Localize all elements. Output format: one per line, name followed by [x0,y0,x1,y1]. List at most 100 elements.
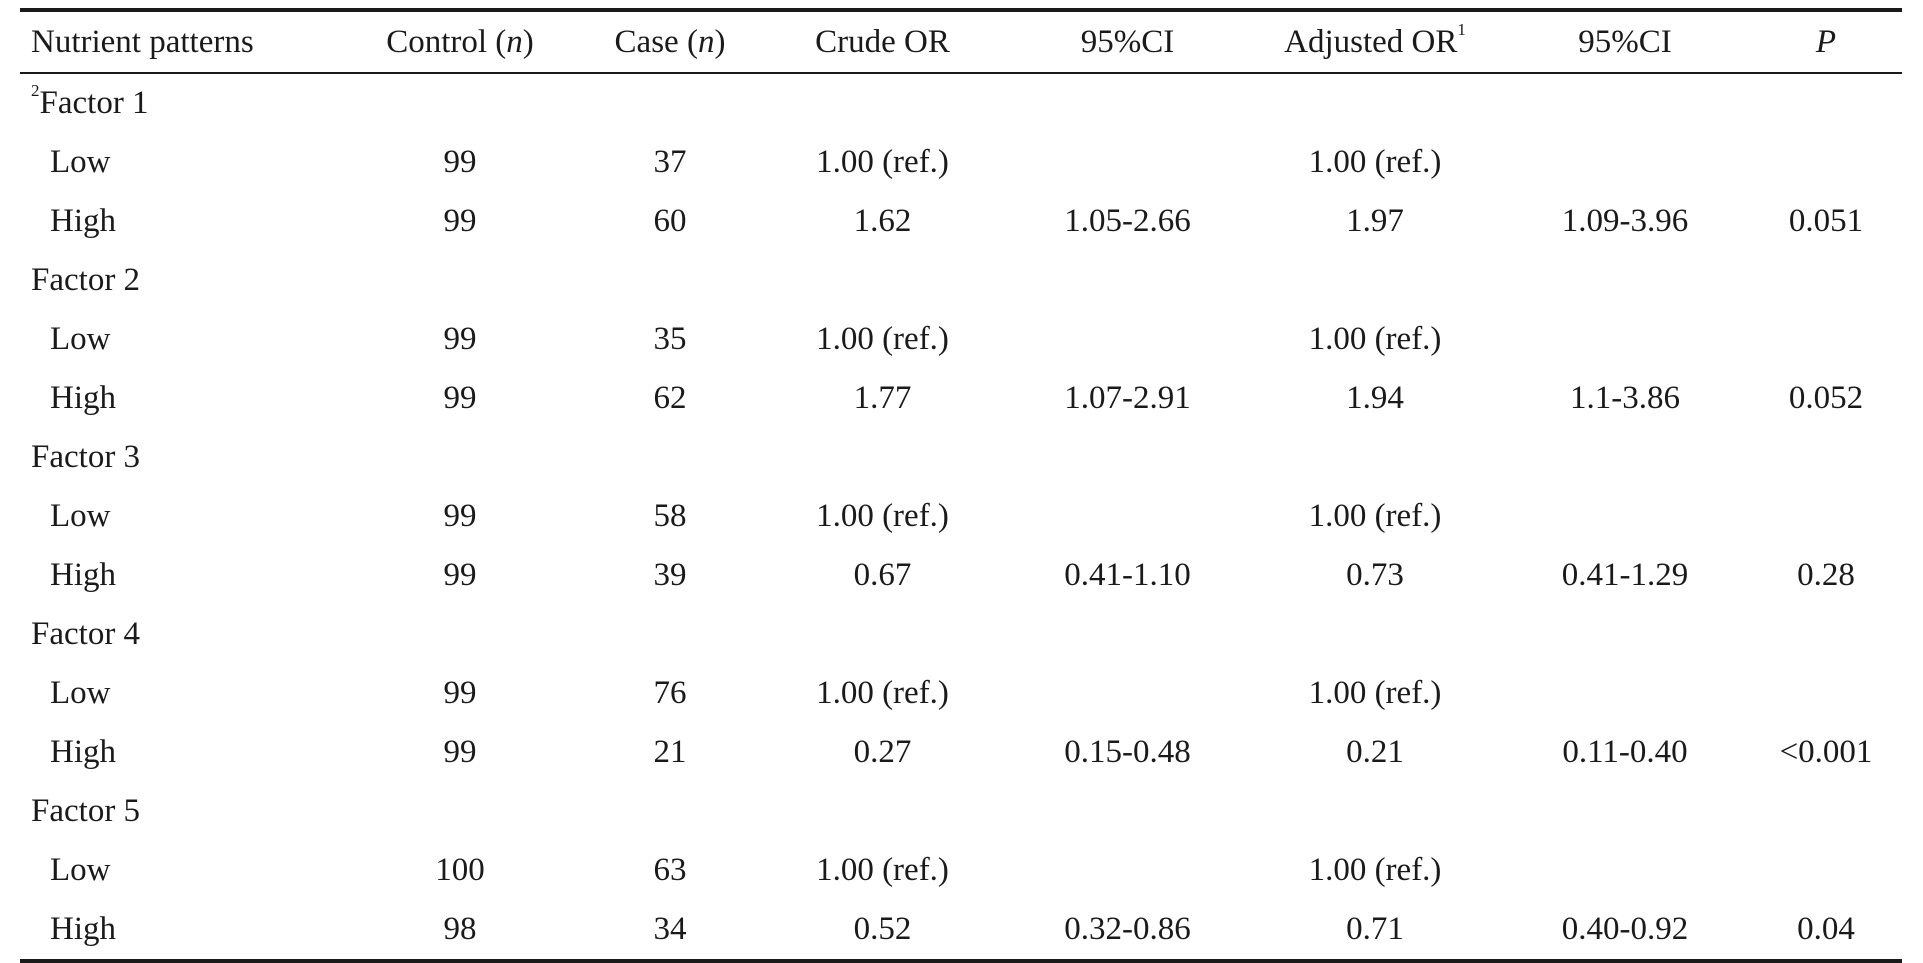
group-row-factor-4: Factor 4 [20,605,1902,664]
header-case: Case (n) [580,10,760,73]
case-count: 21 [653,734,687,770]
row-label: High [50,557,116,593]
group-label: Factor 5 [31,793,141,829]
row-label: Low [50,675,111,711]
header-nutrient-patterns: Nutrient patterns [31,23,254,60]
header-adjusted-or-footnote: 1 [1457,19,1466,39]
adjusted-or: 1.00 (ref.) [1308,321,1442,357]
case-count: 60 [653,203,687,239]
header-p-value: P [1815,23,1837,60]
p-value [1750,841,1902,900]
group-label: Factor 3 [31,439,141,475]
table-row: High 99 39 0.67 0.41-1.10 0.73 0.41-1.29… [20,546,1902,605]
group-row-factor-5: Factor 5 [20,782,1902,841]
case-count: 37 [653,144,687,180]
control-count: 99 [443,144,477,180]
header-row: Nutrient patterns Control (n) Case (n) C… [20,10,1902,73]
p-value: 0.28 [1797,557,1855,593]
control-count: 99 [443,498,477,534]
crude-ci: 0.15-0.48 [1064,734,1191,770]
control-count: 99 [443,675,477,711]
crude-or: 1.00 (ref.) [816,144,949,180]
adjusted-or: 0.71 [1346,911,1404,947]
row-label: High [50,380,116,416]
table-header: Nutrient patterns Control (n) Case (n) C… [20,10,1902,73]
group-footnote: 2 [31,81,40,100]
header-case-text: Case ( [614,23,698,60]
table-row: High 98 34 0.52 0.32-0.86 0.71 0.40-0.92… [20,900,1902,961]
header-adjusted-or: Adjusted OR1 [1250,10,1500,73]
group-label: Factor 2 [31,262,141,298]
crude-or: 1.00 (ref.) [816,852,949,888]
case-count: 58 [653,498,687,534]
row-label: Low [50,852,111,888]
group-row-factor-1: 2Factor 1 [20,73,1902,133]
group-row-factor-3: Factor 3 [20,428,1902,487]
adjusted-or: 1.00 (ref.) [1308,498,1442,534]
adjusted-ci [1500,487,1750,546]
case-count: 76 [653,675,687,711]
crude-ci [1005,664,1250,723]
adjusted-ci [1500,664,1750,723]
odds-ratio-table: Nutrient patterns Control (n) Case (n) C… [20,8,1902,963]
crude-or: 1.00 (ref.) [816,498,949,534]
group-label-text: Factor 1 [39,85,149,121]
adjusted-or: 0.21 [1346,734,1404,770]
header-control-close: ) [522,23,534,60]
p-value: 0.052 [1788,380,1864,416]
table-row: High 99 62 1.77 1.07-2.91 1.94 1.1-3.86 … [20,369,1902,428]
control-count: 100 [435,852,485,888]
crude-ci: 0.41-1.10 [1064,557,1191,593]
header-control: Control (n) [340,10,580,73]
case-count: 39 [653,557,687,593]
crude-ci [1005,133,1250,192]
p-value [1750,487,1902,546]
group-row-factor-2: Factor 2 [20,251,1902,310]
case-count: 35 [653,321,687,357]
odds-ratio-table-container: Nutrient patterns Control (n) Case (n) C… [20,8,1902,963]
control-count: 99 [443,321,477,357]
crude-or: 0.27 [853,734,912,770]
table-row: Low 99 58 1.00 (ref.) 1.00 (ref.) [20,487,1902,546]
crude-or: 1.62 [853,203,912,239]
case-count: 63 [653,852,687,888]
control-count: 99 [443,203,477,239]
adjusted-or: 1.00 (ref.) [1308,852,1442,888]
table-row: Low 99 37 1.00 (ref.) 1.00 (ref.) [20,133,1902,192]
control-count: 99 [443,380,477,416]
adjusted-ci [1500,310,1750,369]
table-body: 2Factor 1 Low 99 37 1.00 (ref.) 1.00 (re… [20,73,1902,961]
adjusted-ci: 1.1-3.86 [1570,380,1680,416]
case-count: 62 [653,380,687,416]
header-control-n: n [506,23,523,60]
crude-or: 1.77 [853,380,912,416]
row-label: High [50,734,116,770]
header-ci-adjusted: 95%CI [1578,23,1672,60]
adjusted-ci [1500,133,1750,192]
crude-or: 0.52 [853,911,912,947]
p-value [1750,664,1902,723]
crude-ci [1005,310,1250,369]
header-control-text: Control ( [386,23,507,60]
crude-or: 1.00 (ref.) [816,321,949,357]
crude-ci [1005,487,1250,546]
p-value [1750,133,1902,192]
adjusted-or: 1.97 [1346,203,1404,239]
control-count: 99 [443,557,477,593]
p-value [1750,310,1902,369]
group-label: 2Factor 1 [20,73,1902,133]
row-label: Low [50,321,111,357]
header-case-close: ) [714,23,726,60]
header-adjusted-or-text: Adjusted OR [1284,23,1458,60]
adjusted-ci: 0.11-0.40 [1562,734,1688,770]
adjusted-ci: 0.40-0.92 [1561,911,1689,947]
row-label: High [50,911,116,947]
header-crude-or: Crude OR [815,23,950,60]
row-label: Low [50,144,111,180]
adjusted-or: 1.94 [1346,380,1404,416]
crude-ci [1005,841,1250,900]
row-label: High [50,203,116,239]
p-value: <0.001 [1779,734,1873,770]
adjusted-or: 1.00 (ref.) [1308,675,1442,711]
crude-or: 1.00 (ref.) [816,675,949,711]
